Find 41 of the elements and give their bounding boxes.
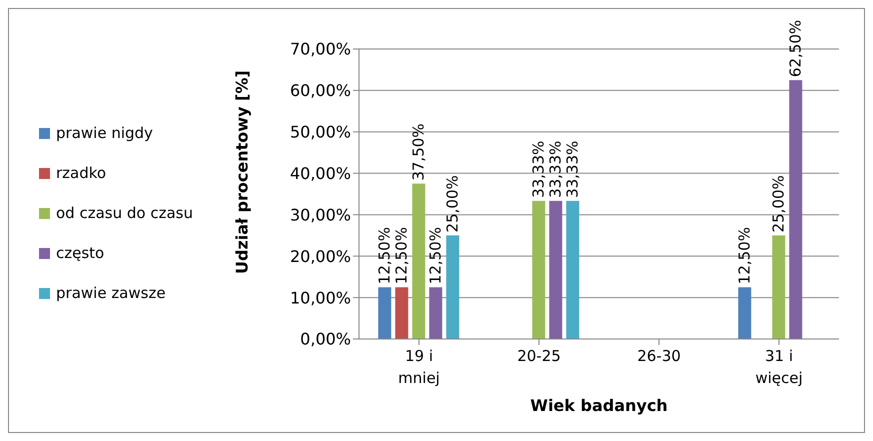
data-label: 12,50% xyxy=(376,227,394,284)
y-tick-label: 0,00% xyxy=(300,330,351,349)
x-axis-title: Wiek badanych xyxy=(530,396,668,415)
data-label: 12,50% xyxy=(392,227,411,284)
data-label: 12,50% xyxy=(736,227,754,284)
bar xyxy=(789,80,802,339)
data-label: 33,33% xyxy=(564,140,582,198)
x-tick-label: 20-25 xyxy=(517,347,561,365)
bar xyxy=(378,287,392,339)
y-tick-label: 50,00% xyxy=(290,122,351,142)
data-label: 25,00% xyxy=(444,175,462,232)
x-tick-label: 19 i mniej xyxy=(398,347,440,387)
y-tick-label: 10,00% xyxy=(290,288,351,308)
data-label: 33,33% xyxy=(546,140,565,198)
data-label: 37,50% xyxy=(410,123,428,181)
data-label: 62,50% xyxy=(786,20,805,78)
bar xyxy=(532,200,546,339)
y-tick-label: 60,00% xyxy=(290,81,351,100)
legend-label: od czasu do czasu xyxy=(56,204,193,222)
bar xyxy=(566,200,580,339)
y-tick-label: 40,00% xyxy=(290,164,351,183)
x-tick-label: 26-30 xyxy=(637,347,681,365)
y-axis-title: Udział procentowy [%] xyxy=(232,70,252,274)
data-label: 25,00% xyxy=(770,175,788,232)
y-tick-label: 30,00% xyxy=(290,205,351,224)
y-tick-label: 70,00% xyxy=(290,40,351,59)
bar xyxy=(772,235,786,339)
bar xyxy=(429,287,442,339)
bar xyxy=(446,235,460,339)
data-label: 33,33% xyxy=(530,140,548,198)
x-tick-label: 31 i więcej xyxy=(755,347,803,387)
legend-label: prawie zawsze xyxy=(56,284,166,302)
legend-label: rzadko xyxy=(56,164,106,182)
bar xyxy=(549,200,562,339)
y-tick-label: 20,00% xyxy=(290,246,351,266)
legend-label: prawie nigdy xyxy=(56,124,153,142)
bar xyxy=(738,287,752,339)
bar xyxy=(395,287,408,339)
bar xyxy=(412,184,426,339)
data-label: 12,50% xyxy=(426,227,445,284)
legend-label: często xyxy=(56,244,104,262)
